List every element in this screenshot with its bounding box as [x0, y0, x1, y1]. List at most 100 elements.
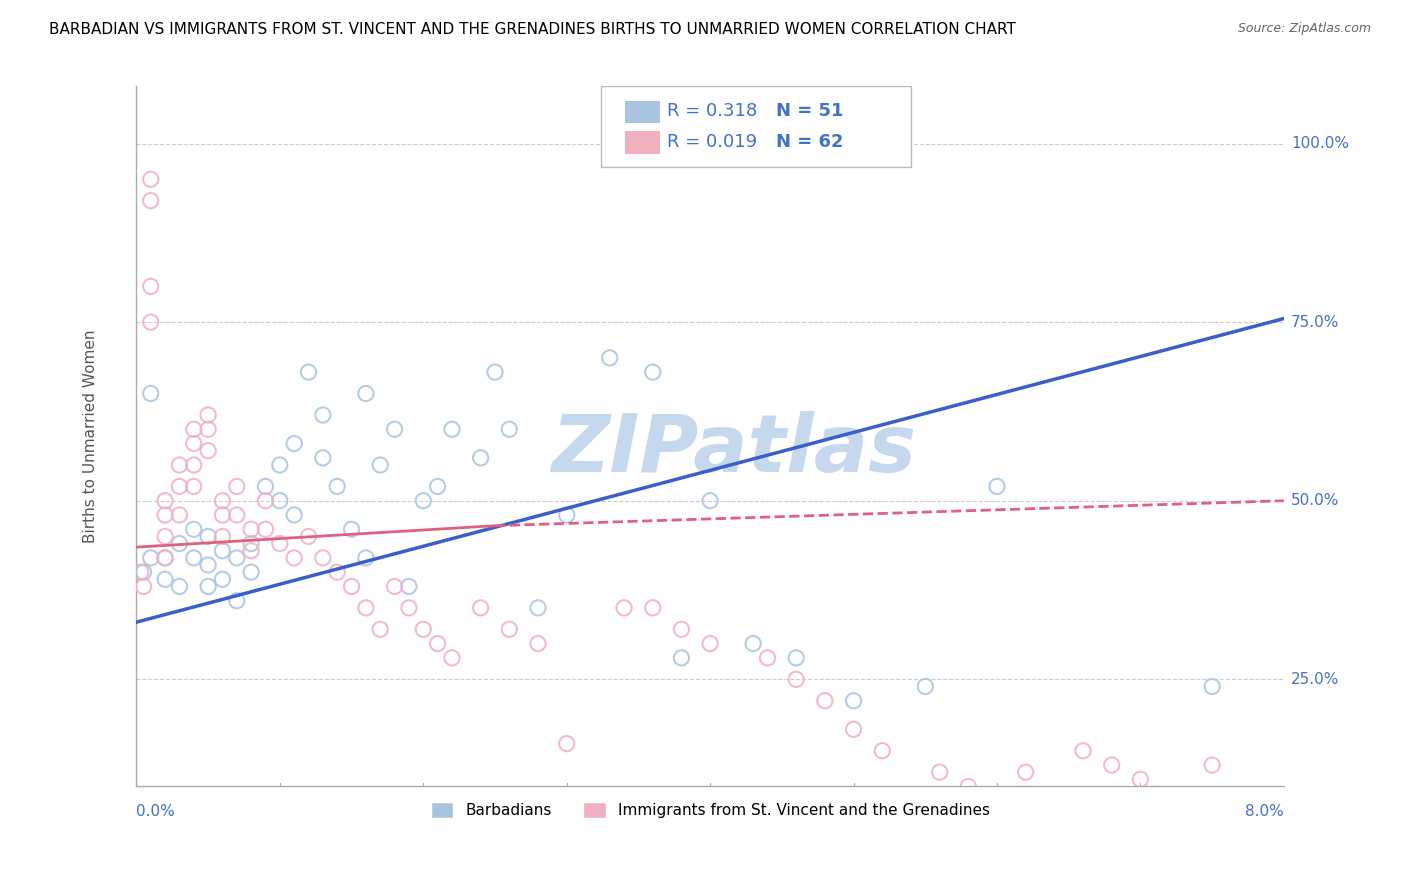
- Point: [197, 422, 219, 436]
- FancyBboxPatch shape: [602, 87, 911, 167]
- Text: 8.0%: 8.0%: [1246, 804, 1284, 819]
- Point: [240, 536, 263, 550]
- Point: [814, 694, 837, 708]
- Point: [139, 194, 162, 208]
- Point: [699, 493, 721, 508]
- Point: [254, 522, 277, 536]
- Point: [183, 422, 205, 436]
- Text: Births to Unmarried Women: Births to Unmarried Women: [83, 330, 98, 543]
- Point: [354, 600, 377, 615]
- Point: [132, 565, 155, 579]
- Point: [197, 579, 219, 593]
- Point: [169, 458, 191, 472]
- Point: [297, 365, 319, 379]
- Point: [498, 622, 520, 636]
- Point: [928, 765, 950, 780]
- Point: [183, 550, 205, 565]
- Point: [269, 458, 291, 472]
- Point: [384, 579, 406, 593]
- Point: [426, 479, 449, 493]
- Point: [153, 550, 176, 565]
- Text: 0.0%: 0.0%: [136, 804, 176, 819]
- Point: [240, 543, 263, 558]
- Point: [1201, 680, 1223, 694]
- Point: [671, 622, 693, 636]
- Point: [756, 651, 779, 665]
- Point: [354, 386, 377, 401]
- Text: 100.0%: 100.0%: [1291, 136, 1348, 151]
- Point: [641, 365, 664, 379]
- Point: [183, 458, 205, 472]
- Text: Source: ZipAtlas.com: Source: ZipAtlas.com: [1237, 22, 1371, 36]
- Point: [139, 315, 162, 329]
- Point: [555, 737, 578, 751]
- Point: [139, 172, 162, 186]
- Point: [986, 479, 1008, 493]
- Point: [197, 443, 219, 458]
- Text: 50.0%: 50.0%: [1291, 493, 1339, 508]
- Point: [699, 637, 721, 651]
- Point: [269, 493, 291, 508]
- Point: [384, 422, 406, 436]
- Text: R = 0.318: R = 0.318: [666, 103, 756, 120]
- Point: [354, 550, 377, 565]
- Point: [1201, 758, 1223, 772]
- Point: [398, 579, 420, 593]
- Point: [297, 529, 319, 543]
- Point: [641, 600, 664, 615]
- Point: [842, 694, 865, 708]
- Text: N = 51: N = 51: [776, 103, 844, 120]
- Point: [183, 522, 205, 536]
- Text: N = 62: N = 62: [776, 133, 844, 151]
- Point: [169, 579, 191, 593]
- Point: [914, 680, 936, 694]
- Point: [254, 479, 277, 493]
- Point: [870, 744, 893, 758]
- Point: [183, 436, 205, 450]
- Text: 25.0%: 25.0%: [1291, 672, 1339, 687]
- Point: [254, 493, 277, 508]
- Point: [269, 536, 291, 550]
- Point: [484, 365, 506, 379]
- Point: [225, 508, 247, 522]
- FancyBboxPatch shape: [626, 131, 659, 153]
- Point: [470, 600, 492, 615]
- Point: [527, 600, 550, 615]
- Point: [183, 479, 205, 493]
- Point: [842, 723, 865, 737]
- Point: [957, 780, 980, 794]
- Text: BARBADIAN VS IMMIGRANTS FROM ST. VINCENT AND THE GRENADINES BIRTHS TO UNMARRIED : BARBADIAN VS IMMIGRANTS FROM ST. VINCENT…: [49, 22, 1017, 37]
- Point: [1129, 772, 1152, 787]
- Point: [340, 522, 363, 536]
- Point: [412, 493, 434, 508]
- Point: [785, 651, 807, 665]
- Point: [211, 508, 233, 522]
- Point: [211, 529, 233, 543]
- Point: [139, 279, 162, 293]
- Point: [139, 386, 162, 401]
- Point: [211, 493, 233, 508]
- Point: [440, 422, 463, 436]
- Point: [169, 536, 191, 550]
- Point: [671, 651, 693, 665]
- Point: [153, 493, 176, 508]
- Point: [599, 351, 621, 365]
- Point: [1071, 744, 1094, 758]
- Point: [129, 565, 152, 579]
- Point: [440, 651, 463, 665]
- Point: [225, 550, 247, 565]
- Point: [398, 600, 420, 615]
- Point: [169, 479, 191, 493]
- Point: [555, 508, 578, 522]
- Point: [1101, 758, 1123, 772]
- Point: [211, 572, 233, 586]
- Point: [340, 579, 363, 593]
- Point: [412, 622, 434, 636]
- Point: [197, 558, 219, 572]
- Point: [785, 673, 807, 687]
- Point: [326, 479, 349, 493]
- Point: [742, 637, 765, 651]
- Point: [283, 436, 305, 450]
- Point: [426, 637, 449, 651]
- Point: [153, 550, 176, 565]
